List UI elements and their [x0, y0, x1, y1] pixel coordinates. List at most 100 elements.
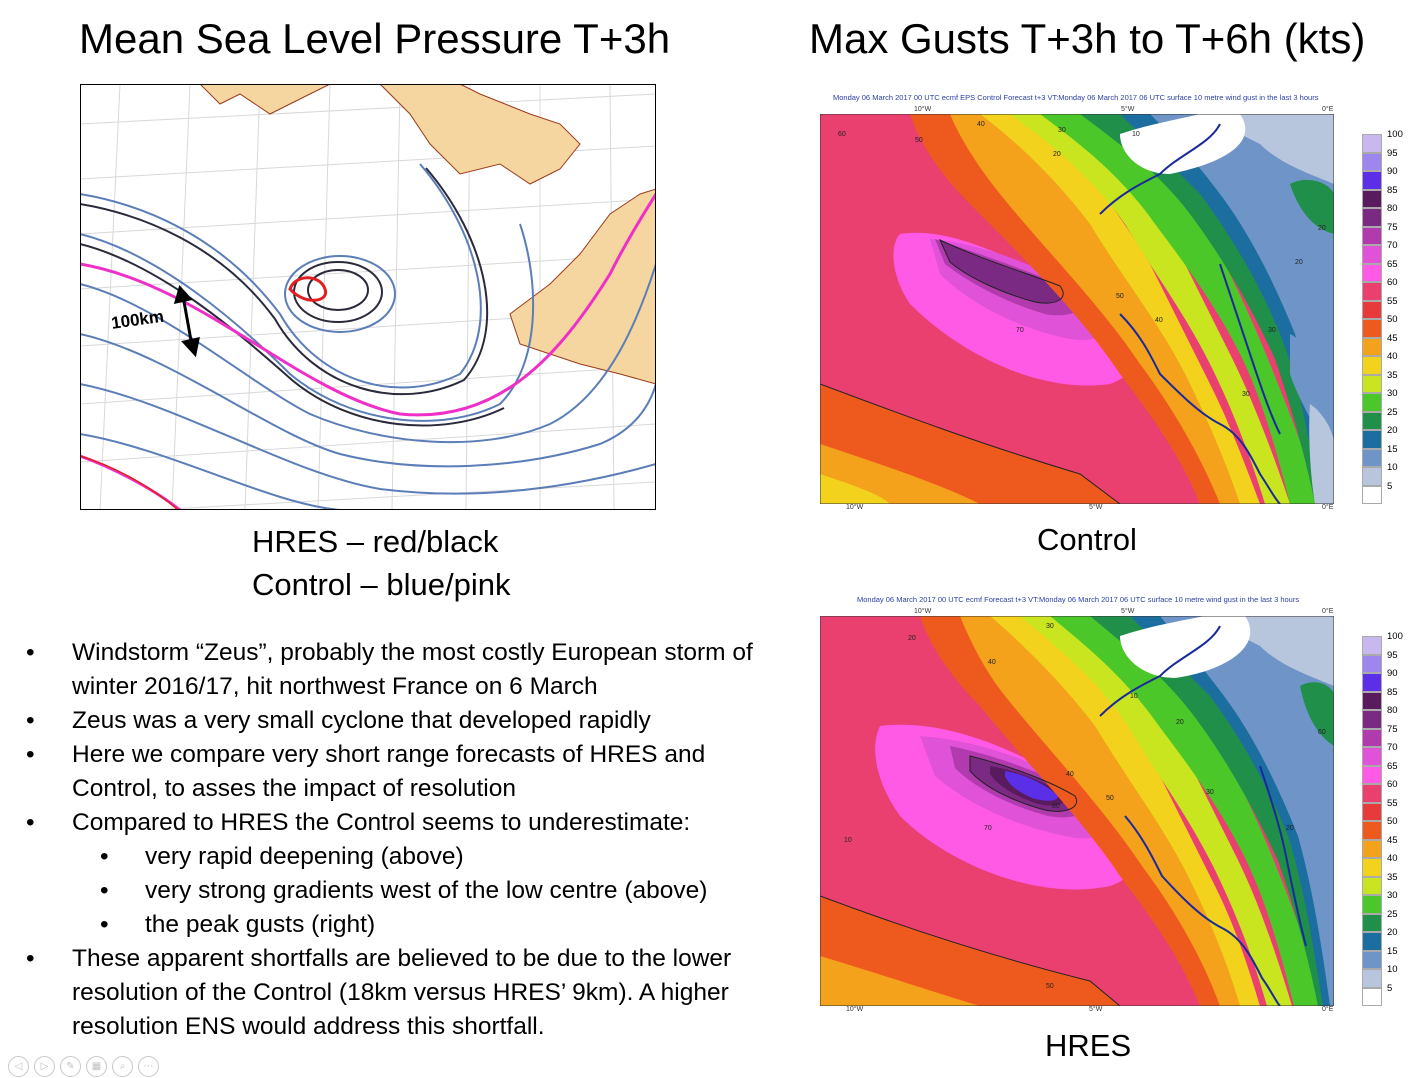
- bullet-dot-icon: •: [26, 707, 35, 734]
- legend-label: 65: [1387, 760, 1398, 772]
- legend-swatch: [1362, 374, 1382, 393]
- legend-label: 55: [1387, 797, 1398, 809]
- legend-label: 10: [1387, 964, 1398, 975]
- pen-icon[interactable]: ✎: [60, 1056, 81, 1077]
- bullet-item: • Here we compare very short range foreca…: [24, 738, 784, 806]
- legend-label: 90: [1387, 166, 1398, 177]
- hres-contour-label: 20: [908, 635, 916, 642]
- hres-contour-label: 10: [844, 837, 852, 844]
- control-caption: Control: [1037, 522, 1137, 557]
- control-bottom-tick: 0°E: [1322, 504, 1334, 511]
- slideshow-toolbar: ◁ ▷ ✎ ▦ ⌕ ⋯: [8, 1056, 159, 1078]
- bullet-item: • the peak gusts (right): [24, 908, 784, 942]
- legend-label: 40: [1387, 351, 1398, 362]
- right-title: Max Gusts T+3h to T+6h (kts): [809, 15, 1366, 62]
- legend-label: 15: [1387, 443, 1398, 455]
- legend-label: 30: [1387, 890, 1398, 901]
- legend-swatch: [1362, 245, 1382, 264]
- legend-label: 60: [1387, 779, 1398, 790]
- hres-top-tick: 0°E: [1322, 608, 1334, 615]
- control-gust-map: 60 50 40 30 20 10 70 50 20 30 20 40 30: [820, 114, 1334, 504]
- legend-swatch: [1362, 821, 1382, 840]
- legend-swatch: [1362, 950, 1382, 969]
- legend-swatch: [1362, 932, 1382, 951]
- bullet-item: • very rapid deepening (above): [24, 840, 784, 874]
- legend-label: 95: [1387, 649, 1398, 661]
- bullet-text: very strong gradients west of the low ce…: [145, 877, 708, 904]
- bullet-item: • Zeus was a very small cyclone that deve…: [24, 704, 784, 738]
- hres-contour-label: 20: [1176, 719, 1184, 726]
- legend-label: 15: [1387, 945, 1398, 957]
- bullet-list: • Windstorm “Zeus”, probably the most cos…: [24, 636, 784, 1044]
- legend-label: 75: [1387, 723, 1398, 735]
- legend-label: 100: [1387, 129, 1403, 140]
- legend-swatch: [1362, 913, 1382, 932]
- legend-label: 45: [1387, 332, 1398, 344]
- hres-contour-label: 60: [1318, 729, 1326, 736]
- hres-contour-label: 10: [1130, 693, 1138, 700]
- control-map-header: Monday 06 March 2017 00 UTC ecmf EPS Con…: [833, 93, 1319, 102]
- legend-label: 35: [1387, 871, 1398, 883]
- control-contour-label: 30: [1242, 391, 1250, 398]
- legend-swatch: [1362, 208, 1382, 227]
- legend-label: 100: [1387, 631, 1403, 642]
- control-contour-label: 40: [1155, 317, 1163, 324]
- bullet-item: • Windstorm “Zeus”, probably the most cos…: [24, 636, 784, 704]
- control-top-tick: 5°W: [1121, 106, 1135, 113]
- hres-bottom-tick: 10°W: [846, 1006, 864, 1013]
- hres-contour-label: 20: [1286, 825, 1294, 832]
- control-contour-label: 20: [1053, 151, 1061, 158]
- hres-top-tick: 5°W: [1121, 608, 1135, 615]
- control-legend: 100 95 90 85 80 75 70 65 60 55 50 45 40 35 30 25 20 15 10 5: [1362, 129, 1410, 504]
- bullet-dot-icon: •: [26, 639, 35, 666]
- slides-icon[interactable]: ▦: [86, 1056, 107, 1077]
- legend-label: 85: [1387, 184, 1398, 196]
- legend-swatch: [1362, 987, 1382, 1006]
- legend-swatch: [1362, 226, 1382, 245]
- legend-label: 45: [1387, 834, 1398, 846]
- zoom-icon[interactable]: ⌕: [112, 1056, 133, 1077]
- legend-swatch: [1362, 858, 1382, 877]
- legend-label: 80: [1387, 705, 1398, 716]
- bullet-text: Zeus was a very small cyclone that devel…: [72, 707, 651, 734]
- legend-label: 20: [1387, 425, 1398, 436]
- control-contour-label: 50: [915, 137, 923, 144]
- legend-label: 70: [1387, 240, 1398, 251]
- legend-label: 5: [1387, 982, 1393, 994]
- hres-contour-label: 50: [1106, 795, 1114, 802]
- legend-swatch: [1362, 319, 1382, 338]
- legend-label: 40: [1387, 853, 1398, 864]
- legend-swatch: [1362, 636, 1382, 655]
- legend-swatch: [1362, 411, 1382, 430]
- mslp-map: [80, 84, 656, 510]
- control-contour-label: 30: [1268, 327, 1276, 334]
- hres-contour-label: 80: [1052, 803, 1060, 810]
- legend-swatch: [1362, 784, 1382, 803]
- more-icon[interactable]: ⋯: [138, 1056, 159, 1077]
- mslp-legend-line1: HRES – red/black: [252, 524, 499, 559]
- control-contour-label: 50: [1116, 293, 1124, 300]
- legend-swatch: [1362, 654, 1382, 673]
- legend-label: 50: [1387, 816, 1398, 827]
- mslp-legend-line2: Control – blue/pink: [252, 567, 511, 602]
- legend-label: 95: [1387, 147, 1398, 159]
- hres-legend: 100 95 90 85 80 75 70 65 60 55 50 45 40 35 30 25 20 15 10 5: [1362, 631, 1410, 1006]
- legend-label: 25: [1387, 908, 1398, 920]
- legend-label: 65: [1387, 258, 1398, 270]
- legend-swatch: [1362, 171, 1382, 190]
- control-contour-label: 70: [1016, 327, 1024, 334]
- legend-label: 35: [1387, 369, 1398, 381]
- control-bottom-tick: 5°W: [1089, 504, 1103, 511]
- control-contour-label: 60: [838, 131, 846, 138]
- hres-contour-label: 40: [1066, 771, 1074, 778]
- forward-icon[interactable]: ▷: [34, 1056, 55, 1077]
- legend-swatch: [1362, 895, 1382, 914]
- bullet-text: These apparent shortfalls are believed t…: [72, 945, 732, 1040]
- legend-label: 75: [1387, 221, 1398, 233]
- legend-label: 55: [1387, 295, 1398, 307]
- legend-swatch: [1362, 152, 1382, 171]
- bullet-dot-icon: •: [100, 877, 109, 904]
- back-icon[interactable]: ◁: [8, 1056, 29, 1077]
- legend-swatch: [1362, 448, 1382, 467]
- control-contour-label: 20: [1295, 259, 1303, 266]
